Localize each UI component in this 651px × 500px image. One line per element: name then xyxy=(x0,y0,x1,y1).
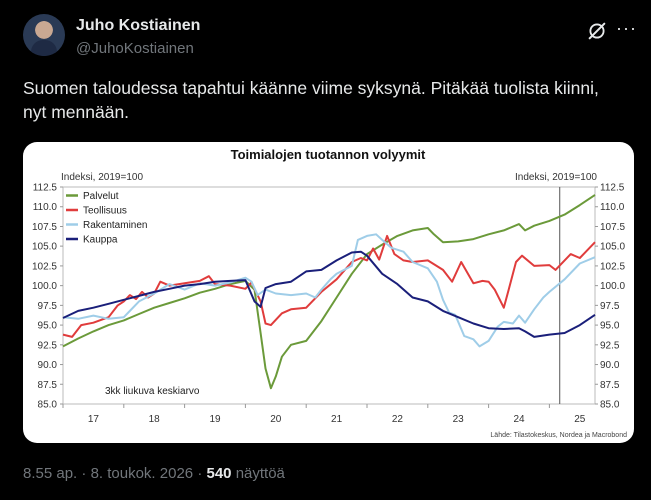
line-chart: Toimialojen tuotannon volyymit Indeksi, 2… xyxy=(32,147,627,439)
plot-frame xyxy=(62,186,596,405)
view-count: 540 xyxy=(206,465,232,482)
y-tick-label-right: 105.0 xyxy=(600,242,625,253)
y-tick-label-right: 112.5 xyxy=(600,183,625,194)
y-tick-label-left: 102.5 xyxy=(32,261,57,272)
y-tick-label-left: 100.0 xyxy=(32,281,57,292)
meta-separator: · xyxy=(81,465,87,482)
tweet-meta: 8.55 ap. · 8. toukok. 2026 · 540 näyttöä xyxy=(23,465,285,482)
legend-label: Teollisuus xyxy=(83,206,127,217)
x-tick-label: 17 xyxy=(88,414,100,425)
y-axis-label-left: Indeksi, 2019=100 xyxy=(61,172,143,183)
chart-image[interactable]: Toimialojen tuotannon volyymit Indeksi, 2… xyxy=(23,142,634,443)
x-tick-label: 23 xyxy=(453,414,465,425)
x-tick-label: 24 xyxy=(513,414,525,425)
x-tick-label: 18 xyxy=(149,414,161,425)
y-tick-label-right: 100.0 xyxy=(600,281,625,292)
y-tick-label-left: 92.5 xyxy=(38,340,58,351)
tweet-time[interactable]: 8.55 ap. xyxy=(23,465,78,482)
author-handle[interactable]: @JuhoKostiainen xyxy=(76,40,194,57)
chart-source: Lähde: Tilastokeskus, Nordea ja Macrobon… xyxy=(490,432,627,439)
x-tick-label: 22 xyxy=(392,414,404,425)
series-line-kauppa xyxy=(62,250,596,338)
tweet-text: Suomen taloudessa tapahtui käänne viime … xyxy=(23,78,599,122)
grok-icon[interactable] xyxy=(586,20,608,42)
series-line-rakentaminen xyxy=(62,233,596,348)
y-tick-label-right: 90.0 xyxy=(600,360,620,371)
y-tick-label-left: 110.0 xyxy=(33,202,58,213)
tweet-date[interactable]: 8. toukok. 2026 xyxy=(90,465,194,482)
y-tick-label-left: 85.0 xyxy=(38,400,58,411)
author-name[interactable]: Juho Kostiainen xyxy=(76,17,201,34)
y-tick-label-right: 110.0 xyxy=(600,202,625,213)
y-tick-label-left: 107.5 xyxy=(32,222,57,233)
y-tick-label-left: 95.0 xyxy=(38,321,58,332)
avatar[interactable] xyxy=(23,14,65,56)
legend-label: Palvelut xyxy=(83,191,119,202)
chart-note: 3kk liukuva keskiarvo xyxy=(105,386,200,397)
legend-label: Rakentaminen xyxy=(83,220,147,231)
x-tick-label: 21 xyxy=(331,414,343,425)
more-options-icon[interactable]: ··· xyxy=(616,18,637,38)
y-tick-label-right: 87.5 xyxy=(600,380,620,391)
x-tick-label: 25 xyxy=(574,414,586,425)
legend-label: Kauppa xyxy=(83,235,118,246)
y-tick-label-left: 90.0 xyxy=(38,360,58,371)
meta-separator: · xyxy=(197,465,203,482)
series-line-palvelut xyxy=(62,194,596,390)
y-tick-label-right: 92.5 xyxy=(600,340,620,351)
x-tick-label: 19 xyxy=(209,414,221,425)
y-tick-label-left: 112.5 xyxy=(33,183,58,194)
y-tick-label-left: 105.0 xyxy=(32,242,57,253)
x-tick-label: 20 xyxy=(270,414,282,425)
y-tick-label-left: 97.5 xyxy=(38,301,58,312)
y-tick-label-left: 87.5 xyxy=(38,380,58,391)
y-tick-label-right: 95.0 xyxy=(600,321,620,332)
y-axis-label-right: Indeksi, 2019=100 xyxy=(515,172,597,183)
y-tick-label-right: 97.5 xyxy=(600,301,620,312)
y-tick-label-right: 85.0 xyxy=(600,400,620,411)
y-tick-label-right: 102.5 xyxy=(600,261,625,272)
chart-title: Toimialojen tuotannon volyymit xyxy=(231,147,426,162)
view-count-label: näyttöä xyxy=(235,465,285,482)
y-tick-label-right: 107.5 xyxy=(600,222,625,233)
